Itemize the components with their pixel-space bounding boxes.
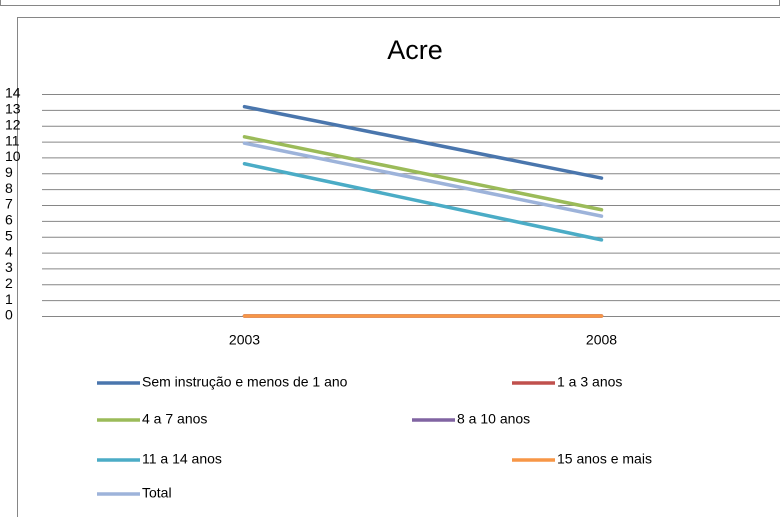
y-tick-label: 10 [5, 148, 21, 164]
x-tick-label: 2008 [586, 332, 617, 348]
outer-frame [0, 0, 780, 6]
y-tick-label: 5 [5, 227, 13, 243]
x-tick-label: 2003 [229, 332, 260, 348]
legend-label: 8 a 10 anos [457, 411, 530, 427]
y-tick-label: 14 [5, 85, 21, 101]
y-tick-label: 6 [5, 212, 13, 228]
y-tick-label: 0 [5, 307, 13, 323]
legend-label: 15 anos e mais [557, 451, 652, 467]
y-tick-label: 4 [5, 243, 13, 259]
y-tick-label: 12 [5, 116, 21, 132]
chart-frame [17, 17, 780, 517]
legend-label: 4 a 7 anos [142, 411, 207, 427]
y-tick-label: 2 [5, 275, 13, 291]
y-tick-label: 1 [5, 291, 13, 307]
legend-label: Total [142, 485, 172, 501]
legend-label: 1 a 3 anos [557, 374, 622, 390]
series-line [242, 135, 604, 212]
legend-label: Sem instrução e menos de 1 ano [142, 374, 348, 390]
y-tick-label: 8 [5, 180, 13, 196]
legend-label: 11 a 14 anos [142, 451, 222, 467]
y-tick-label: 7 [5, 196, 13, 212]
chart-title: Acre [387, 35, 443, 65]
series-line [242, 104, 604, 180]
y-tick-label: 3 [5, 259, 13, 275]
series-line [242, 162, 604, 242]
y-tick-label: 11 [5, 132, 20, 148]
y-tick-label: 9 [5, 164, 13, 180]
y-tick-label: 13 [5, 101, 21, 117]
series-line [242, 141, 604, 218]
